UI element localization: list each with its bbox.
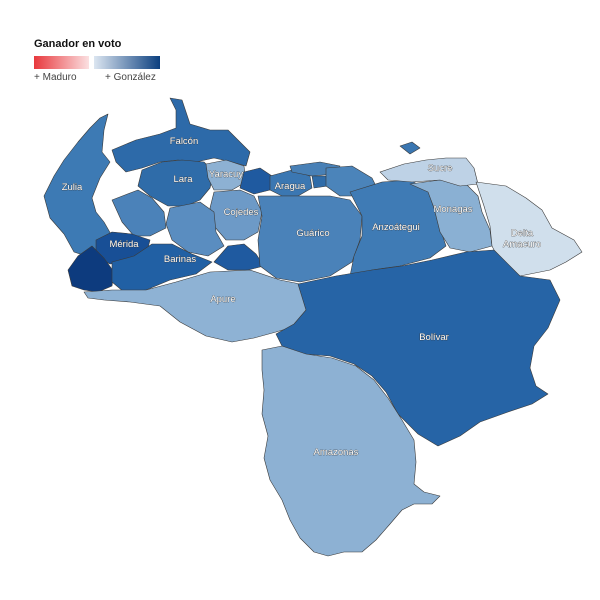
label-sucre: Sucre <box>428 163 453 174</box>
label-guarico: Guárico <box>296 228 329 239</box>
state-amazonas[interactable] <box>261 345 441 557</box>
legend-title: Ganador en voto <box>34 38 122 50</box>
legend-label-gonzalez: + González <box>105 72 156 83</box>
legend-scale-maduro <box>34 56 89 69</box>
label-zulia: Zulia <box>62 182 83 193</box>
label-delta-amacuro-line1: Delta <box>511 228 534 239</box>
label-monagas: Monagas <box>433 204 472 215</box>
state-guarico[interactable] <box>257 195 363 283</box>
label-delta-amacuro-line2: Amacuro <box>503 239 541 250</box>
state-sucre[interactable] <box>379 157 479 187</box>
legend-color-scale <box>34 56 160 69</box>
state-delta-amacuro[interactable] <box>475 181 583 277</box>
label-falcon: Falcón <box>170 136 199 147</box>
map-legend: Ganador en voto + Maduro + González <box>34 38 184 86</box>
state-falcon[interactable] <box>111 97 251 173</box>
label-yaracuy: Yaracuy <box>209 169 243 180</box>
state-carabobo[interactable] <box>239 167 273 195</box>
label-barinas: Barinas <box>164 254 196 265</box>
label-cojedes: Cojedes <box>224 207 259 218</box>
state-portuguesa[interactable] <box>165 201 225 257</box>
label-merida: Mérida <box>109 239 139 250</box>
label-anzoategui: Anzoátegui <box>372 222 420 233</box>
state-nueva-esparta[interactable] <box>399 141 421 155</box>
label-aragua: Aragua <box>275 181 306 192</box>
label-amazonas: Amazonas <box>314 447 359 458</box>
legend-scale-gonzalez <box>94 56 160 69</box>
state-lara[interactable] <box>137 159 215 207</box>
state-trujillo[interactable] <box>111 189 167 237</box>
label-lara: Lara <box>173 174 193 185</box>
legend-label-maduro: + Maduro <box>34 72 77 83</box>
state-caracas[interactable] <box>311 175 329 189</box>
label-apure: Apure <box>210 294 235 305</box>
state-yaracuy[interactable] <box>205 159 247 191</box>
label-bolivar: Bolívar <box>419 332 449 343</box>
